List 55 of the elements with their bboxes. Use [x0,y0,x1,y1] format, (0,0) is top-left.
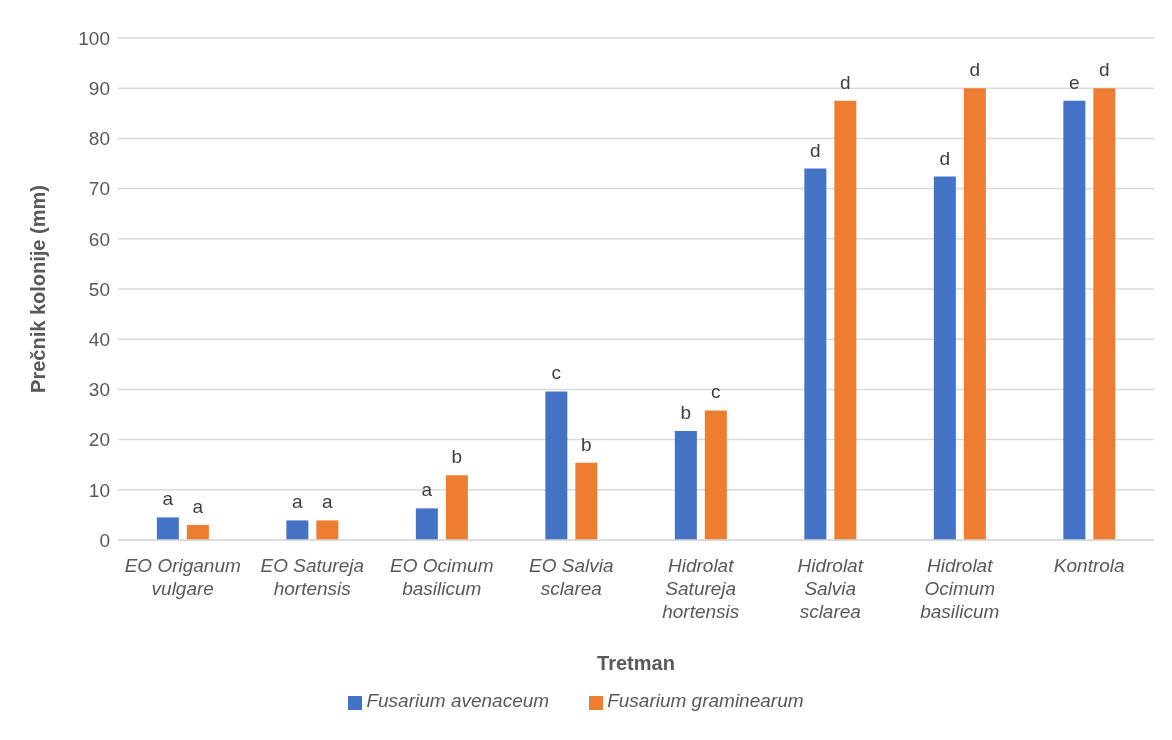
data-label: c [551,362,562,384]
y-tick-label: 70 [88,178,110,200]
legend-label: Fusarium avenaceum [366,690,550,711]
bar [575,462,598,540]
bar [445,475,468,540]
x-tick-label: EO Satureja hortensis [260,555,364,599]
data-label: a [292,491,304,513]
data-label: d [1099,59,1110,81]
bar [674,431,697,540]
data-label: b [680,402,692,424]
data-label: d [840,71,851,93]
bar [1063,100,1086,540]
bar [834,100,857,540]
bar [156,517,179,540]
bar [704,410,727,540]
x-tick-label: EO Salvia sclarea [529,555,614,599]
y-tick-label: 30 [88,379,110,401]
x-tick-label: Hidrolat Ocimum basilicum [920,555,1000,622]
x-tick-label: EO Ocimum basilicum [390,555,494,599]
data-label: a [192,495,204,517]
y-tick-label: 90 [88,77,110,99]
data-label: b [581,433,592,455]
x-axis-title: Tretman [597,652,675,674]
x-tick-label: Hidrolat Salvia sclarea [797,555,864,622]
y-tick-label: 80 [88,128,110,150]
data-label: c [711,381,721,403]
y-tick-label: 50 [88,278,110,300]
data-label: d [810,139,821,161]
bar [963,88,986,540]
y-tick-label: 40 [88,328,110,350]
y-tick-label: 100 [78,27,110,49]
legend-label: Fusarium graminearum [607,690,804,711]
bar [1093,88,1116,540]
bar [286,520,309,540]
bar [933,176,956,540]
data-label: a [162,488,174,510]
data-label: e [1069,71,1080,93]
x-tick-label: Kontrola [1053,555,1125,576]
data-label: b [451,446,463,468]
bar [545,391,568,540]
y-tick-label: 10 [88,479,110,501]
data-label: d [939,147,951,169]
data-label: a [421,479,433,501]
y-tick-label: 60 [88,228,110,250]
y-tick-label: 0 [99,529,110,551]
x-tick-label: EO Origanum vulgare [124,555,241,599]
data-label: d [969,59,981,81]
bar [316,520,339,540]
bar [804,168,827,540]
data-label: a [322,491,334,513]
x-tick-label: Hidrolat Satureja hortensis [662,555,740,622]
bar [186,524,209,540]
y-axis-title: Prečnik kolonije (mm) [27,185,50,393]
bar [415,508,438,540]
y-tick-label: 20 [88,429,110,451]
